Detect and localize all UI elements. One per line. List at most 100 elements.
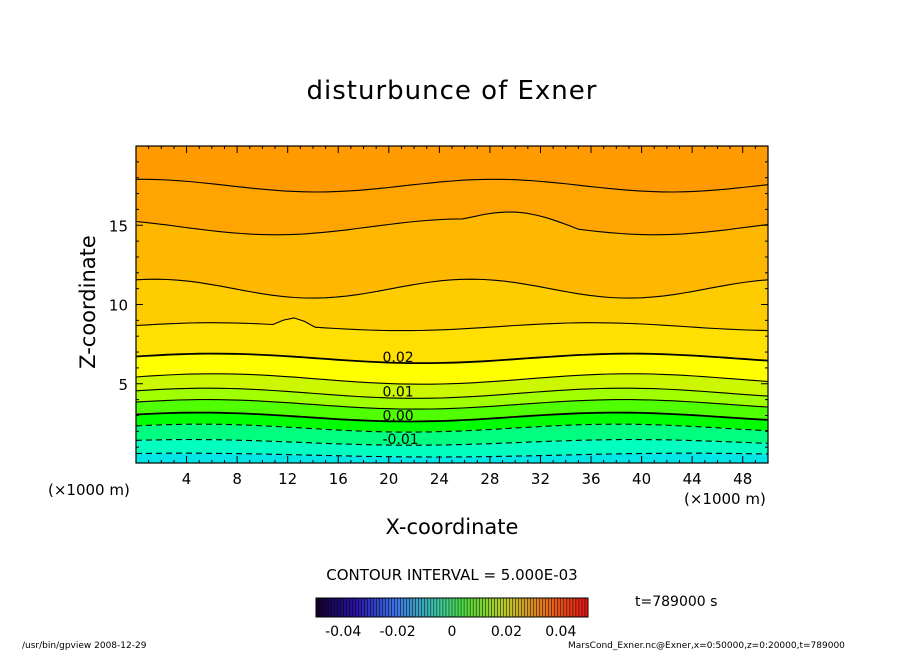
colorbar-cell — [581, 598, 586, 617]
colorbar-cell — [551, 598, 556, 617]
colorbar-cell — [527, 598, 531, 617]
colorbar-cell — [388, 598, 392, 617]
colorbar-tick-label: -0.02 — [379, 624, 415, 640]
colorbar-cell — [491, 598, 495, 617]
colorbar-tick-label: -0.04 — [325, 624, 361, 640]
colorbar-cell — [584, 598, 589, 617]
footer-source: MarsCond_Exner.nc@Exner,x=0:50000,z=0:20… — [568, 641, 845, 651]
y-tick-label: 15 — [109, 217, 128, 235]
contour-line — [136, 211, 768, 236]
x-tick-label: 8 — [232, 470, 242, 488]
contour-line — [136, 452, 768, 458]
colorbar-cell — [548, 598, 553, 617]
colorbar-cell — [497, 598, 501, 617]
colorbar-cell — [319, 598, 323, 617]
contour-band — [136, 412, 768, 433]
colorbar-cell — [442, 598, 447, 617]
colorbar-cell — [433, 598, 438, 617]
chart-title: disturbunce of Exner — [306, 76, 598, 106]
x-tick-label: 32 — [531, 470, 550, 488]
x-tick-label: 4 — [182, 470, 192, 488]
colorbar-cell — [545, 598, 550, 617]
colorbar-cell — [458, 598, 462, 617]
colorbar-cell — [470, 598, 474, 617]
contour-line — [136, 178, 768, 193]
colorbar-cell — [448, 598, 453, 617]
contour-line — [136, 278, 768, 299]
contour-band — [136, 146, 768, 192]
contour-band — [136, 373, 768, 399]
colorbar-cell — [488, 598, 492, 617]
colorbar-cell — [452, 598, 456, 617]
x-tick-label: 20 — [379, 470, 398, 488]
contour-interval-label: CONTOUR INTERVAL = 5.000E-03 — [326, 566, 578, 584]
colorbar-cell — [494, 598, 498, 617]
colorbar-cell — [367, 598, 371, 617]
time-label: t=789000 s — [635, 594, 718, 610]
colorbar-cell — [394, 598, 398, 617]
x-ticks: 4 8 12 16 20 24 28 32 36 40 44 48 — [148, 146, 756, 488]
contour-labels: 0.02 0.01 0.00 -0.01 — [382, 350, 418, 448]
colorbar-cell — [530, 598, 534, 617]
colorbar-cell — [382, 598, 386, 617]
contour-line — [136, 399, 768, 410]
colorbar-cell — [337, 598, 341, 617]
x-tick-label: 44 — [683, 470, 702, 488]
colorbar-cell — [461, 598, 465, 617]
colorbar-cell — [370, 598, 374, 617]
colorbar-cell — [536, 598, 540, 617]
colorbar-cell — [467, 598, 471, 617]
colorbar-cell — [322, 598, 326, 617]
colorbar-cell — [485, 598, 489, 617]
contour-line — [136, 411, 768, 423]
colorbar-cell — [340, 598, 344, 617]
contour-label: 0.00 — [382, 408, 413, 424]
contour-band — [136, 424, 768, 446]
contour-band — [136, 179, 768, 235]
contour-label: 0.02 — [382, 350, 413, 366]
colorbar-cell — [364, 598, 368, 617]
colorbar-cell — [436, 598, 441, 617]
colorbar-cell — [482, 598, 486, 617]
colorbar-frame — [315, 597, 589, 618]
colorbar-cell — [575, 598, 580, 617]
y-ticks: 5 10 15 — [109, 161, 768, 448]
y-tick-label: 10 — [109, 297, 128, 315]
colorbar-cell — [512, 598, 516, 617]
x-tick-label: 48 — [733, 470, 752, 488]
colorbar-cell — [415, 598, 420, 617]
colorbar-cell — [343, 598, 347, 617]
colorbar-cell — [373, 598, 377, 617]
x-tick-label: 24 — [430, 470, 449, 488]
colorbar-cell — [566, 598, 571, 617]
colorbar-cell — [521, 598, 525, 617]
colorbar-cell — [542, 598, 546, 617]
colorbar-cell — [358, 598, 362, 617]
y-tick-label: 5 — [118, 376, 128, 394]
colorbar-cell — [397, 598, 401, 617]
x-tick-label: 12 — [278, 470, 297, 488]
contour-line — [136, 438, 768, 446]
colorbar-cell — [455, 598, 459, 617]
colorbar-cell — [509, 598, 513, 617]
colorbar-cell — [406, 598, 410, 617]
colorbar-cell — [328, 598, 332, 617]
x-tick-label: 28 — [480, 470, 499, 488]
colorbar-cell — [473, 598, 477, 617]
colorbar-cell — [409, 598, 414, 617]
colorbar-cell — [430, 598, 435, 617]
colorbar-cell — [325, 598, 329, 617]
x-tick-label: 16 — [329, 470, 348, 488]
colorbar-cell — [376, 598, 380, 617]
colorbar-cell — [476, 598, 480, 617]
colorbar-cell — [349, 598, 353, 617]
colorbar-cell — [524, 598, 528, 617]
colorbar-cell — [503, 598, 507, 617]
colorbar-cell — [479, 598, 483, 617]
colorbar-tick-label: 0.02 — [491, 624, 522, 640]
x-tick-label: 36 — [581, 470, 600, 488]
colorbar-cell — [331, 598, 335, 617]
colorbar-cell — [563, 598, 568, 617]
colorbar-cell — [355, 598, 359, 617]
